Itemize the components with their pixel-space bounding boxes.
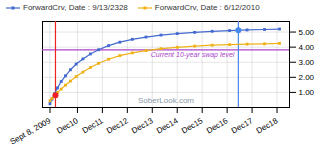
svg-text:SoberLook.com: SoberLook.com xyxy=(138,96,194,105)
svg-text:3.00: 3.00 xyxy=(299,58,315,67)
svg-text:Dec14: Dec14 xyxy=(155,116,180,136)
svg-text:1.00: 1.00 xyxy=(299,88,315,97)
svg-text:Dec17: Dec17 xyxy=(230,116,255,136)
svg-text:2.00: 2.00 xyxy=(299,73,315,82)
svg-text:Current 10-year swap level: Current 10-year swap level xyxy=(151,51,235,59)
svg-text:4.00: 4.00 xyxy=(299,43,315,52)
svg-text:Dec16: Dec16 xyxy=(205,116,230,136)
svg-text:Dec13: Dec13 xyxy=(130,116,155,136)
html-text:ForwardCrv, Date : 9/13/2328: ForwardCrv, Date : 9/13/2328 xyxy=(23,3,128,12)
svg-text:Dec18: Dec18 xyxy=(255,116,280,136)
svg-text:5.00: 5.00 xyxy=(299,28,315,37)
svg-text:Dec11: Dec11 xyxy=(81,116,105,135)
svg-text:Sept 8, 2009: Sept 8, 2009 xyxy=(8,116,52,145)
svg-text:Dec10: Dec10 xyxy=(55,116,80,136)
svg-text:Dec12: Dec12 xyxy=(105,116,130,136)
svg-text:Dec15: Dec15 xyxy=(180,116,205,136)
html-text:ForwardCrv, Date : 6/12/2010: ForwardCrv, Date : 6/12/2010 xyxy=(154,3,260,12)
